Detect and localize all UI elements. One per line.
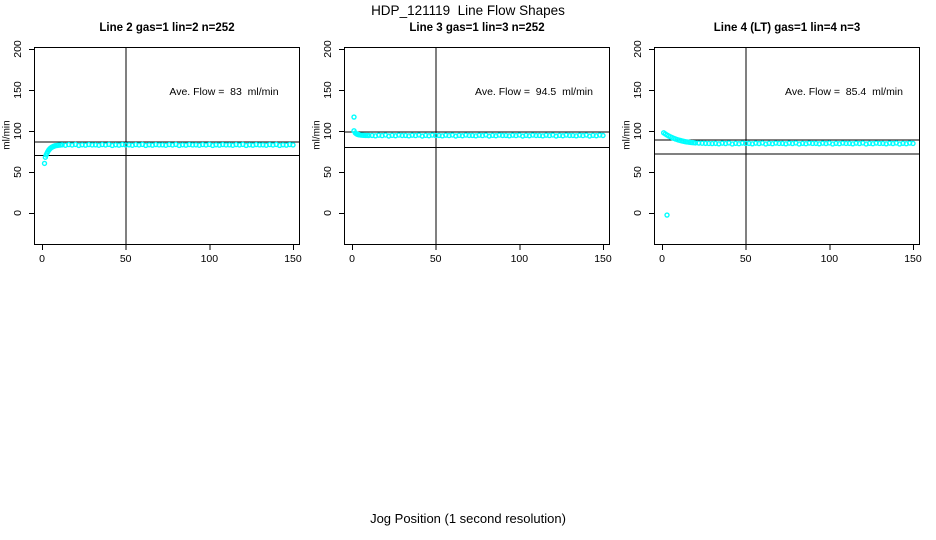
y-axis-title: ml/min bbox=[621, 120, 633, 150]
y-axis-title: ml/min bbox=[311, 120, 323, 150]
y-tick-label: 150 bbox=[632, 81, 644, 99]
y-tick-label: 150 bbox=[322, 81, 334, 99]
data-point bbox=[290, 142, 296, 148]
data-point bbox=[910, 140, 916, 147]
y-tick-label: 0 bbox=[322, 210, 334, 216]
x-tick-label: 0 bbox=[349, 253, 355, 265]
data-point bbox=[41, 160, 48, 167]
panel-box bbox=[34, 47, 300, 245]
x-axis-title: Jog Position (1 second resolution) bbox=[370, 511, 566, 526]
x-tick-label: 150 bbox=[904, 253, 922, 265]
y-tick-label: 50 bbox=[12, 166, 24, 178]
y-tick-label: 100 bbox=[322, 122, 334, 140]
ave-flow-annotation: Ave. Flow = 94.5 ml/min bbox=[475, 86, 593, 98]
x-tick-label: 100 bbox=[510, 253, 529, 265]
y-tick-label: 150 bbox=[12, 81, 24, 99]
x-tick-label: 50 bbox=[739, 253, 752, 265]
panel-title: Line 3 gas=1 lin=3 n=252 bbox=[409, 22, 545, 34]
data-point bbox=[600, 132, 606, 139]
data-point bbox=[351, 114, 357, 120]
y-tick-label: 50 bbox=[632, 166, 644, 178]
panel-box bbox=[344, 47, 610, 245]
x-tick-label: 150 bbox=[284, 253, 302, 265]
data-point bbox=[664, 212, 670, 218]
x-tick-label: 0 bbox=[39, 253, 45, 265]
ave-flow-annotation: Ave. Flow = 83 ml/min bbox=[169, 86, 279, 98]
y-tick-label: 100 bbox=[632, 122, 644, 140]
y-tick-label: 200 bbox=[322, 40, 334, 58]
x-tick-label: 100 bbox=[200, 253, 219, 265]
panel-box bbox=[654, 47, 920, 245]
x-tick-label: 150 bbox=[594, 253, 612, 265]
y-tick-label: 0 bbox=[12, 210, 24, 216]
x-tick-label: 50 bbox=[429, 253, 442, 265]
x-tick-label: 50 bbox=[119, 253, 132, 265]
y-tick-label: 0 bbox=[632, 210, 644, 216]
y-tick-label: 50 bbox=[322, 166, 334, 178]
panel-title: Line 4 (LT) gas=1 lin=4 n=3 bbox=[713, 22, 861, 34]
y-tick-label: 200 bbox=[12, 40, 24, 58]
y-tick-label: 100 bbox=[12, 122, 24, 140]
y-tick-label: 200 bbox=[632, 40, 644, 58]
ave-flow-annotation: Ave. Flow = 85.4 ml/min bbox=[785, 86, 903, 98]
x-tick-label: 100 bbox=[820, 253, 839, 265]
panel-title: Line 2 gas=1 lin=2 n=252 bbox=[99, 22, 235, 34]
x-tick-label: 0 bbox=[659, 253, 665, 265]
y-axis-title: ml/min bbox=[1, 120, 13, 150]
figure-title: HDP_121119 Line Flow Shapes bbox=[371, 3, 565, 18]
